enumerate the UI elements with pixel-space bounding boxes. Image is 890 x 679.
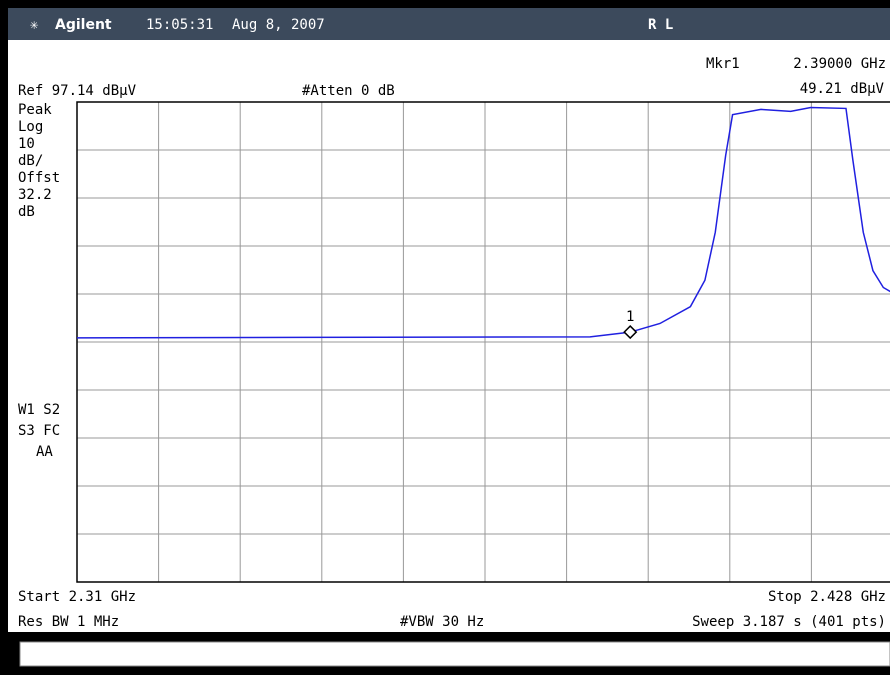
mode-label: W1 S2 bbox=[18, 402, 60, 418]
scale-label: 32.2 bbox=[18, 187, 52, 203]
plot-frame bbox=[76, 101, 890, 583]
date: Aug 8, 2007 bbox=[232, 17, 325, 33]
brand: Agilent bbox=[55, 17, 112, 33]
marker-level: 49.21 dBµV bbox=[800, 81, 885, 97]
sweep: Sweep 3.187 s (401 pts) bbox=[692, 614, 886, 630]
marker-name: Mkr1 bbox=[706, 56, 740, 72]
scale-label: dB/ bbox=[18, 153, 43, 169]
input-box[interactable] bbox=[19, 641, 890, 667]
mode-label: AA bbox=[36, 444, 53, 460]
marker-frequency: 2.39000 GHz bbox=[793, 56, 886, 72]
mode-label: S3 FC bbox=[18, 423, 60, 439]
stop-freq: Stop 2.428 GHz bbox=[768, 589, 886, 605]
status: R L bbox=[648, 17, 673, 33]
scale-label: Peak bbox=[18, 102, 52, 118]
scale-label: Log bbox=[18, 119, 43, 135]
logo: ✳ bbox=[30, 17, 39, 33]
attenuation: #Atten 0 dB bbox=[302, 83, 395, 99]
marker-label: 1 bbox=[626, 309, 634, 325]
res-bw: Res BW 1 MHz bbox=[18, 614, 119, 630]
scale-label: Offst bbox=[18, 170, 60, 186]
vbw: #VBW 30 Hz bbox=[400, 614, 484, 630]
time: 15:05:31 bbox=[146, 17, 213, 33]
scale-label: 10 bbox=[18, 136, 35, 152]
start-freq: Start 2.31 GHz bbox=[18, 589, 136, 605]
marker bbox=[623, 325, 638, 340]
scale-label: dB bbox=[18, 204, 35, 220]
header: ✳ Agilent 15:05:31 Aug 8, 2007 R L bbox=[8, 8, 890, 40]
ref-level: Ref 97.14 dBµV bbox=[18, 83, 137, 99]
header-bar bbox=[8, 8, 890, 40]
